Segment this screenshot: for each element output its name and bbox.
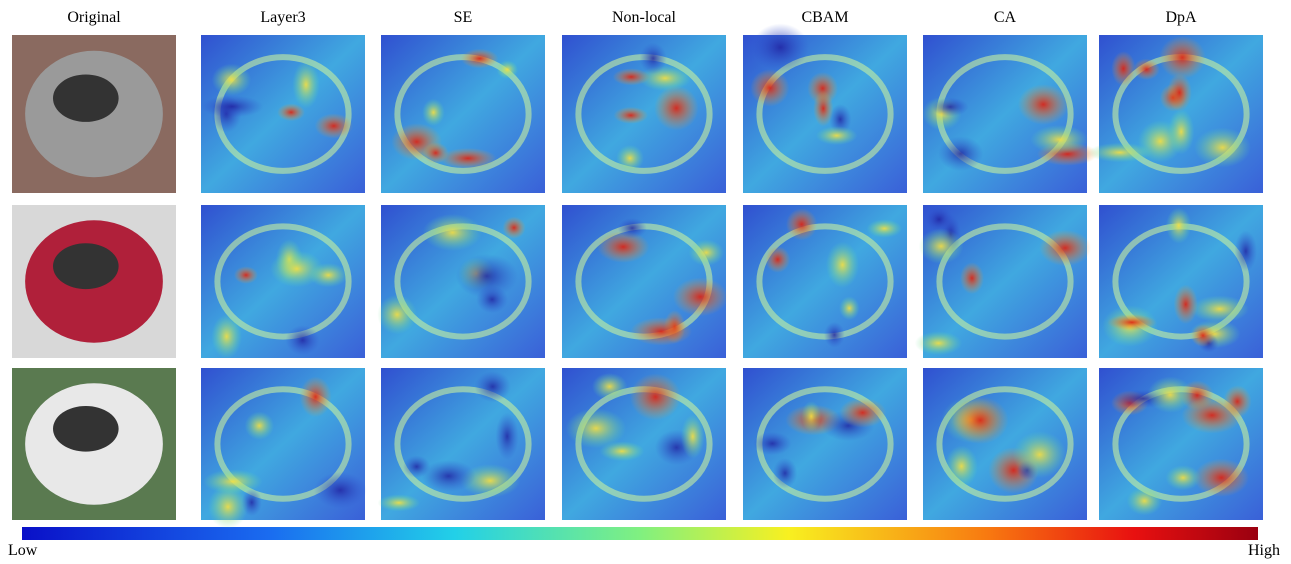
column-header: CA bbox=[994, 9, 1017, 26]
colorbar bbox=[22, 527, 1258, 540]
heat-blob bbox=[1182, 397, 1243, 433]
heat-blob bbox=[765, 246, 790, 273]
heat-blob bbox=[867, 219, 903, 238]
heat-blob bbox=[378, 494, 421, 511]
heat-blob bbox=[801, 401, 821, 431]
car-window bbox=[53, 406, 119, 452]
column-header: DpA bbox=[1165, 9, 1197, 26]
heat-blob bbox=[1191, 324, 1215, 347]
heat-blob bbox=[1013, 431, 1067, 478]
heat-blob bbox=[824, 322, 845, 348]
heat-blob bbox=[952, 397, 1008, 445]
column-header: CBAM bbox=[801, 9, 848, 26]
heat-blob bbox=[422, 99, 445, 126]
heat-blob bbox=[960, 262, 984, 294]
heat-blob bbox=[566, 408, 627, 448]
heat-blob bbox=[753, 432, 791, 455]
heat-blob bbox=[752, 23, 809, 71]
column-header: Layer3 bbox=[260, 9, 305, 26]
heat-blob bbox=[1166, 207, 1191, 243]
heat-blob bbox=[1030, 125, 1088, 154]
heat-blob bbox=[495, 413, 518, 460]
heat-blob bbox=[839, 398, 886, 428]
heat-blob bbox=[503, 217, 526, 239]
figure: Low High Original Layer3 SE Non-local CBAM CA… bbox=[0, 0, 1291, 559]
heat-blob bbox=[786, 208, 817, 240]
heat-blob bbox=[1159, 36, 1206, 79]
heat-blob bbox=[475, 371, 511, 402]
heat-blob bbox=[592, 373, 627, 400]
heat-blob bbox=[1107, 314, 1156, 330]
heat-blob bbox=[203, 469, 262, 493]
heat-blob bbox=[315, 113, 353, 138]
heat-blob bbox=[932, 98, 969, 117]
heat-blob bbox=[292, 61, 319, 109]
heat-blob bbox=[286, 325, 320, 355]
heat-blob bbox=[919, 228, 964, 264]
heat-blob bbox=[773, 458, 798, 489]
heat-blob bbox=[403, 455, 430, 477]
heat-blob bbox=[377, 295, 417, 335]
heat-blob bbox=[938, 136, 983, 171]
heat-blob bbox=[1194, 459, 1249, 497]
heat-blob bbox=[1167, 74, 1192, 112]
heat-blob bbox=[201, 95, 263, 117]
heat-blob bbox=[945, 446, 978, 488]
heat-blob bbox=[616, 145, 644, 172]
heat-blob bbox=[423, 214, 483, 251]
heat-blob bbox=[314, 472, 367, 508]
heat-blob bbox=[630, 373, 681, 420]
heat-blob bbox=[839, 296, 860, 320]
heat-blob bbox=[1235, 231, 1258, 272]
heat-blob bbox=[245, 411, 274, 440]
heat-blob bbox=[654, 86, 698, 131]
heat-blob bbox=[925, 207, 953, 232]
heat-blob bbox=[614, 107, 649, 124]
heat-blob bbox=[1174, 285, 1198, 324]
heat-blob bbox=[1168, 109, 1194, 154]
heat-blob bbox=[681, 414, 705, 458]
column-header: Original bbox=[67, 9, 121, 26]
heat-blob bbox=[1190, 295, 1248, 322]
heat-blob bbox=[750, 69, 789, 106]
heat-blob bbox=[1088, 143, 1152, 163]
car-window bbox=[53, 75, 119, 122]
colorbar-high: High bbox=[1248, 542, 1280, 559]
page: {"columns": ["Original", "Layer3", "SE",… bbox=[0, 0, 1291, 559]
heat-blob bbox=[1018, 84, 1069, 125]
heat-blob bbox=[1127, 486, 1163, 515]
heat-blob bbox=[461, 49, 499, 68]
heat-blob bbox=[689, 239, 725, 265]
heat-blob bbox=[613, 68, 650, 85]
heat-blob bbox=[915, 331, 962, 355]
heat-blob bbox=[1194, 128, 1251, 168]
heat-blob bbox=[423, 142, 449, 163]
heat-blob bbox=[211, 314, 242, 358]
heat-blob bbox=[496, 60, 518, 79]
colorbar-low: Low bbox=[8, 542, 38, 559]
heat-blob bbox=[618, 218, 647, 238]
car-window bbox=[53, 243, 119, 289]
heat-blob bbox=[826, 242, 859, 288]
heat-blob bbox=[309, 263, 348, 287]
heat-blob bbox=[1133, 59, 1160, 80]
heat-blob bbox=[456, 254, 519, 298]
heat-blob bbox=[813, 91, 833, 127]
column-header: Non-local bbox=[612, 9, 677, 26]
column-header: SE bbox=[454, 9, 473, 26]
heat-blob bbox=[630, 317, 692, 345]
heat-blob bbox=[300, 377, 332, 418]
heat-blob bbox=[816, 126, 858, 145]
heat-blob bbox=[1039, 230, 1091, 266]
heat-blob bbox=[234, 266, 258, 284]
heat-blob bbox=[1111, 51, 1135, 86]
heat-blob bbox=[212, 64, 252, 96]
heat-blob bbox=[673, 278, 728, 317]
heat-blob bbox=[640, 43, 667, 75]
